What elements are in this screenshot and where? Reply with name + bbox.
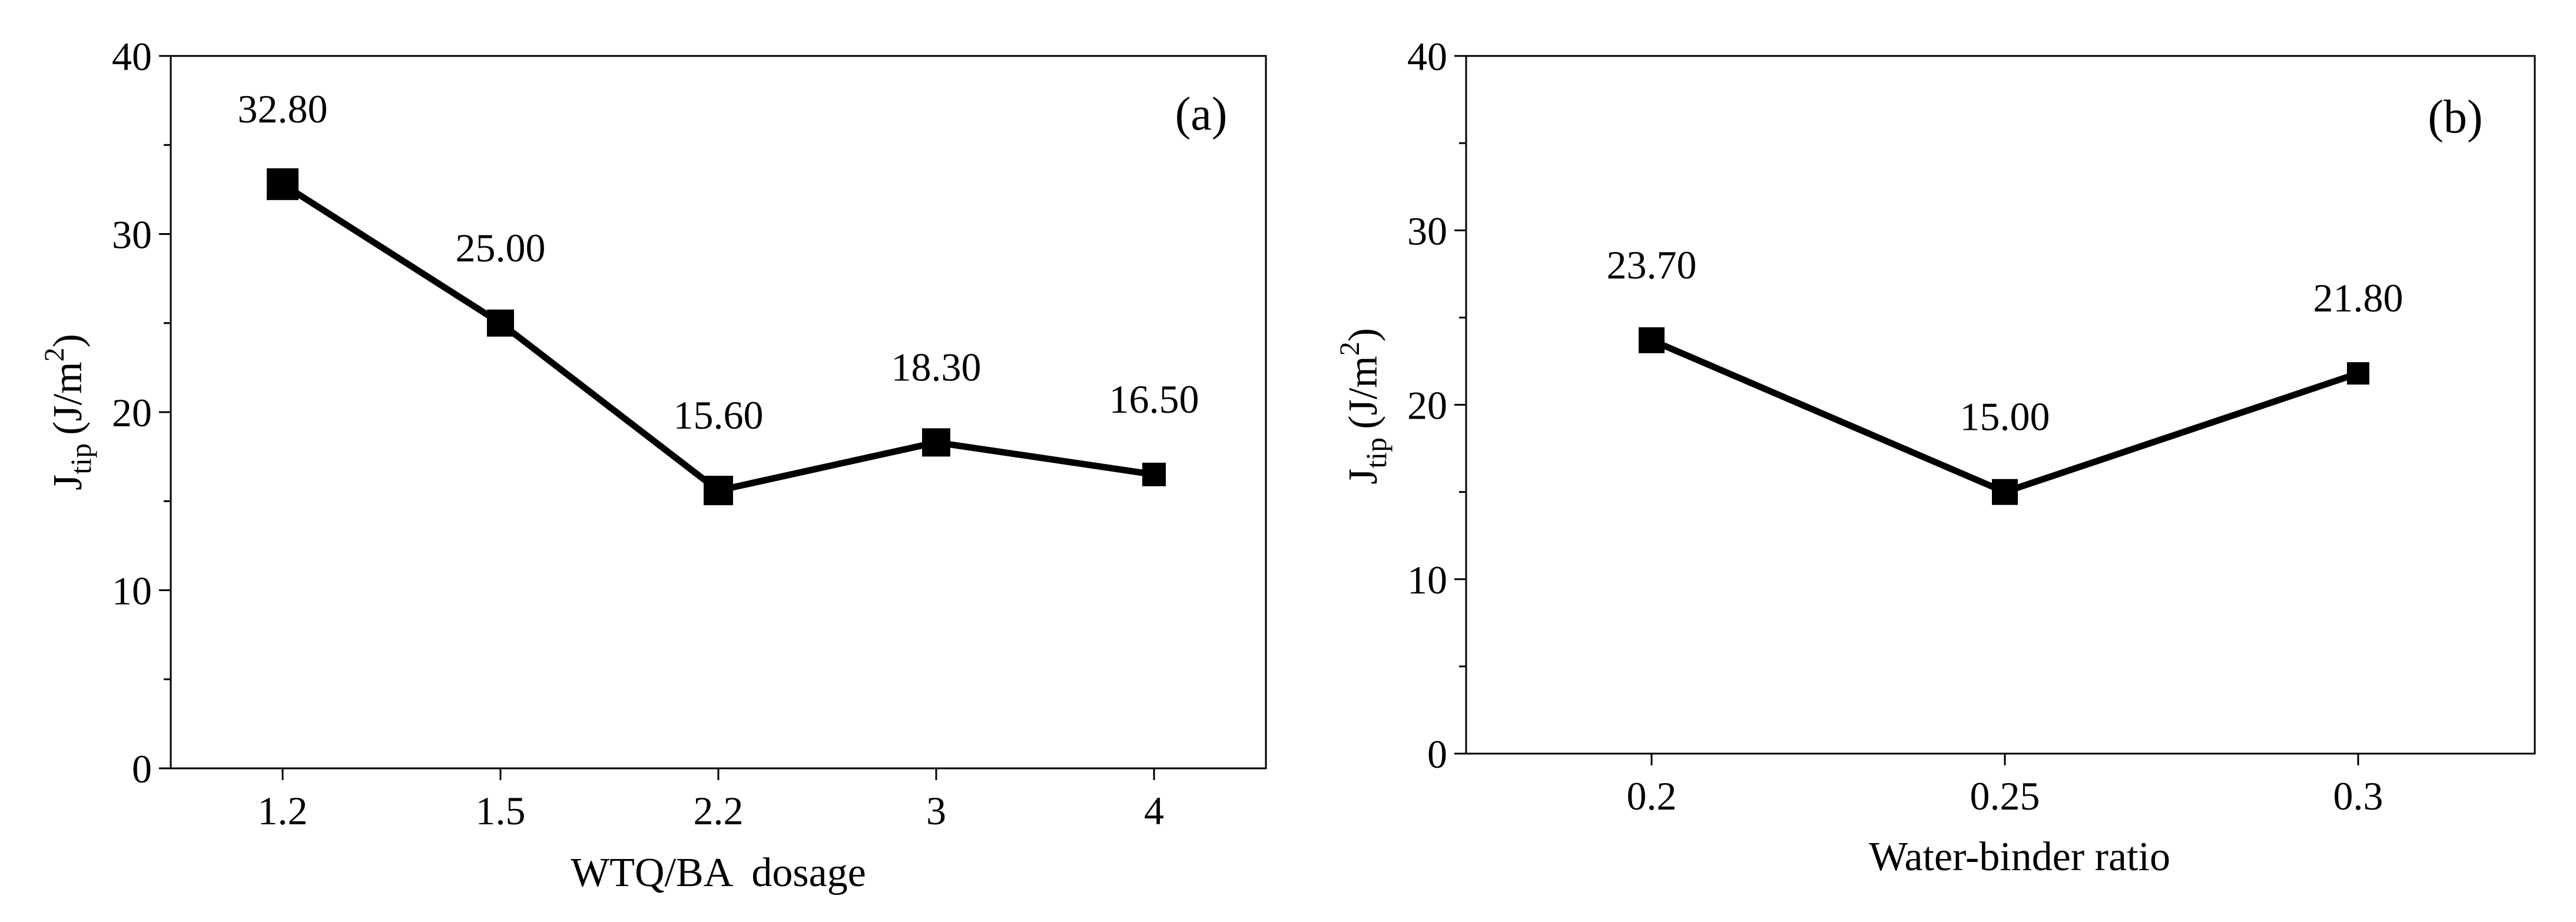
- x-tick-label: 0.2: [1627, 774, 1677, 818]
- y-axis: 0 10 20 30 40: [112, 34, 171, 791]
- y-title-sub: tip: [1360, 437, 1393, 469]
- data-point: [1639, 327, 1665, 353]
- y-title-main: J: [1341, 469, 1386, 485]
- data-point: [2347, 362, 2369, 385]
- x-tick-label: 0.3: [2333, 774, 2383, 818]
- y-title-unit-pre: (J/m: [45, 361, 91, 435]
- x-axis-title: WTQ/BA dosage: [571, 850, 866, 896]
- y-title-unit-post: ): [1341, 328, 1386, 341]
- data-point: [922, 428, 950, 457]
- x-tick-label: 4: [1144, 788, 1164, 833]
- series-line: [281, 181, 1155, 494]
- data-label: 15.00: [1960, 394, 2050, 439]
- data-label: 16.50: [1109, 377, 1199, 422]
- y-axis: 0 10 20 30 40: [1407, 34, 1466, 777]
- y-title-main: J: [45, 475, 91, 490]
- data-label: 15.60: [674, 393, 764, 437]
- data-point: [1992, 479, 2018, 505]
- x-tick-label: 3: [926, 788, 946, 833]
- data-label: 25.00: [456, 225, 546, 270]
- x-tick-label: 0.25: [1970, 774, 2040, 818]
- data-label: 18.30: [891, 344, 982, 389]
- panel-label: (a): [1175, 88, 1228, 140]
- data-point: [704, 476, 733, 506]
- panel-label: (b): [2428, 91, 2482, 143]
- y-title-unit-sup: 2: [39, 347, 70, 361]
- y-tick-label: 30: [112, 213, 152, 257]
- y-title-unit-post: ): [45, 334, 91, 347]
- y-tick-label: 0: [1427, 732, 1447, 777]
- data-label: 32.80: [238, 87, 328, 131]
- markers: [267, 168, 1166, 506]
- data-label: 23.70: [1607, 243, 1697, 287]
- svg-text:Jtip(J/m2): Jtip (J/m2): [39, 334, 97, 490]
- y-title-sub: tip: [64, 443, 97, 475]
- chart-panel-b: 0 10 20 30 40 0.2 0.25 0.3 (b) Water-binder ra…: [1334, 34, 2536, 880]
- x-axis: 0.2 0.25 0.3: [1627, 754, 2383, 818]
- data-point: [1142, 462, 1166, 486]
- y-tick-label: 10: [1407, 558, 1447, 602]
- y-title-unit-sup: 2: [1334, 341, 1365, 356]
- y-tick-label: 0: [132, 747, 152, 791]
- data-labels: 32.80 25.00 15.60 18.30 16.50: [238, 87, 1199, 437]
- y-tick-label: 20: [1407, 383, 1447, 428]
- y-tick-label: 10: [112, 569, 152, 613]
- x-tick-label: 2.2: [694, 788, 744, 833]
- y-tick-label: 40: [112, 34, 152, 79]
- y-tick-label: 40: [1407, 34, 1447, 79]
- data-labels: 23.70 15.00 21.80: [1607, 243, 2403, 439]
- data-point: [487, 309, 514, 337]
- x-axis: 1.2 1.5 2.2 3 4: [258, 768, 1164, 833]
- y-tick-label: 20: [112, 390, 152, 435]
- x-tick-label: 1.5: [476, 788, 526, 833]
- y-title-unit-pre: (J/m: [1341, 356, 1386, 429]
- y-tick-label: 30: [1407, 208, 1447, 253]
- data-label: 21.80: [2313, 276, 2403, 320]
- svg-text:Jtip(J/m2): Jtip (J/m2): [1334, 328, 1393, 485]
- data-point: [267, 168, 299, 200]
- x-tick-label: 1.2: [258, 788, 308, 833]
- markers: [1639, 327, 2369, 505]
- x-axis-title: Water-binder ratio: [1869, 834, 2170, 880]
- y-axis-title: Jtip (J/m2): [39, 334, 97, 490]
- y-axis-title: Jtip (J/m2): [1334, 328, 1393, 485]
